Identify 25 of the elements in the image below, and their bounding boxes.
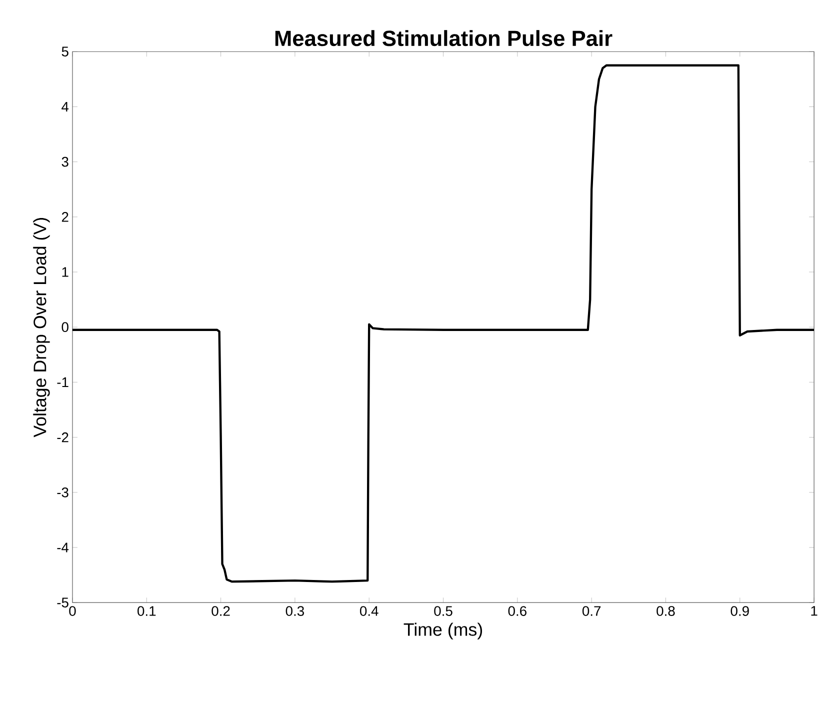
x-tick-label: 0.5 [434,606,452,616]
y-tick-label: -5 [57,598,68,608]
y-tick-label: -2 [57,432,68,442]
x-tick-label: 0 [69,606,76,616]
x-tick-label: 0.9 [730,606,749,616]
x-tick-label: 0.6 [508,606,526,616]
y-tick-label: -4 [57,542,69,552]
x-tick-label: 1 [811,606,818,616]
y-axis-title: Voltage Drop Over Load (V) [33,218,50,438]
y-tick-label: 1 [62,267,68,277]
x-tick-label: 0.1 [138,606,156,616]
y-tick-label: -3 [57,488,68,498]
x-tick-label: 0.3 [286,606,304,616]
x-tick-label: 0.2 [212,606,230,616]
chart-title: Measured Stimulation Pulse Pair [275,30,612,46]
y-tick-label: 2 [62,212,68,222]
y-tick-label: -1 [57,377,68,388]
x-tick-label: 0.8 [656,606,675,616]
x-tick-label: 0.4 [360,606,378,616]
y-tick-label: 5 [62,46,68,57]
y-tick-label: 0 [62,322,68,332]
x-axis-title: Time (ms) [404,622,482,640]
y-tick-label: 4 [62,102,69,112]
x-tick-label: 0.7 [582,606,601,616]
y-tick-label: 3 [62,156,68,167]
